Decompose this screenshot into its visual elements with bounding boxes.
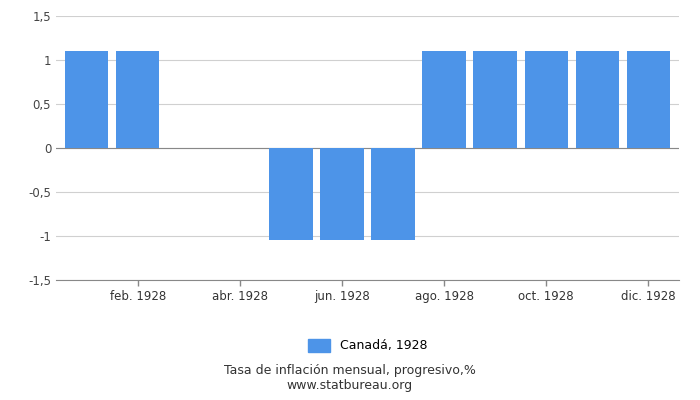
Bar [321,148,364,240]
Bar [524,51,568,148]
Bar [422,51,466,148]
Bar [626,51,670,148]
Bar [575,51,619,148]
Text: Tasa de inflación mensual, progresivo,%
www.statbureau.org: Tasa de inflación mensual, progresivo,% … [224,364,476,392]
Bar [65,51,108,148]
Bar [116,51,160,148]
Bar [270,148,313,240]
Legend: Canadá, 1928: Canadá, 1928 [302,334,433,357]
Bar [473,51,517,148]
Bar [371,148,414,240]
